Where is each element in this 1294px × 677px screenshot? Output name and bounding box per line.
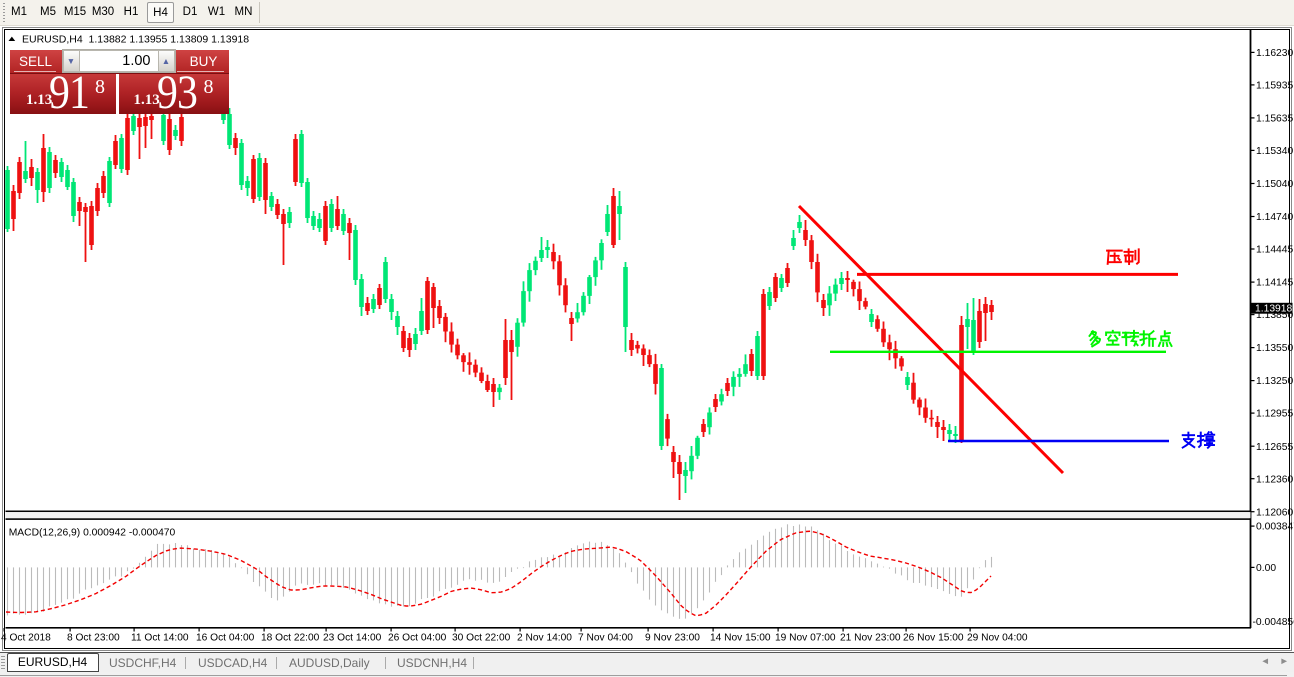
svg-text:14 Nov 15:00: 14 Nov 15:00: [710, 633, 771, 644]
svg-text:EURUSD,H4 1.13882 1.13955 1.1: EURUSD,H4 1.13882 1.13955 1.13809 1.1391…: [22, 33, 249, 45]
svg-text:4 Oct 2018: 4 Oct 2018: [1, 633, 51, 644]
svg-text:29 Nov 04:00: 29 Nov 04:00: [967, 633, 1028, 644]
svg-text:1.15340: 1.15340: [1256, 146, 1293, 157]
svg-text:16 Oct 04:00: 16 Oct 04:00: [196, 633, 255, 644]
svg-text:23 Oct 14:00: 23 Oct 14:00: [323, 633, 382, 644]
svg-text:1.14740: 1.14740: [1256, 212, 1293, 223]
svg-text:-0.004856: -0.004856: [1253, 617, 1294, 628]
svg-text:1.14145: 1.14145: [1256, 278, 1293, 289]
svg-text:8 Oct 23:00: 8 Oct 23:00: [67, 633, 120, 644]
svg-text:0.003847: 0.003847: [1256, 522, 1294, 533]
svg-text:1.13250: 1.13250: [1256, 376, 1293, 387]
svg-text:30 Oct 22:00: 30 Oct 22:00: [452, 633, 511, 644]
svg-text:1.12955: 1.12955: [1256, 409, 1293, 420]
svg-text:1.14445: 1.14445: [1256, 245, 1293, 256]
svg-text:21 Nov 23:00: 21 Nov 23:00: [840, 633, 901, 644]
svg-text:1.15935: 1.15935: [1256, 81, 1293, 92]
svg-text:7 Nov 04:00: 7 Nov 04:00: [578, 633, 633, 644]
svg-text:2 Nov 14:00: 2 Nov 14:00: [517, 633, 572, 644]
svg-text:1.13850: 1.13850: [1256, 310, 1293, 321]
svg-text:26 Oct 04:00: 26 Oct 04:00: [388, 633, 447, 644]
svg-text:1.15635: 1.15635: [1256, 114, 1293, 125]
svg-text:1.13550: 1.13550: [1256, 343, 1293, 354]
svg-text:19 Nov 07:00: 19 Nov 07:00: [775, 633, 836, 644]
svg-text:18 Oct 22:00: 18 Oct 22:00: [261, 633, 320, 644]
svg-text:1.16230: 1.16230: [1256, 48, 1293, 59]
svg-text:0.00: 0.00: [1256, 563, 1276, 574]
svg-text:1.12360: 1.12360: [1256, 474, 1293, 485]
svg-text:1.12655: 1.12655: [1256, 442, 1293, 453]
svg-text:1.12060: 1.12060: [1256, 507, 1293, 518]
svg-text:1.13918: 1.13918: [1255, 304, 1292, 315]
svg-text:11 Oct 14:00: 11 Oct 14:00: [131, 633, 189, 644]
svg-text:9 Nov 23:00: 9 Nov 23:00: [645, 633, 700, 644]
svg-text:1.15040: 1.15040: [1256, 179, 1293, 190]
svg-text:MACD(12,26,9) 0.000942 -0.0004: MACD(12,26,9) 0.000942 -0.000470: [9, 528, 176, 539]
svg-text:26 Nov 15:00: 26 Nov 15:00: [903, 633, 964, 644]
